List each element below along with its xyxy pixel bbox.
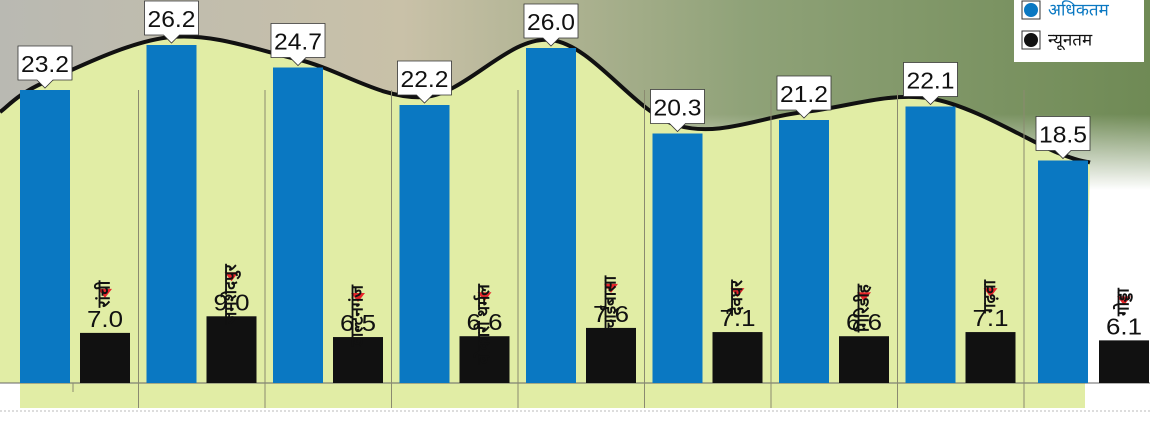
max-value-label: 26.2 [148, 6, 196, 32]
min-bar [1099, 340, 1149, 383]
max-value-label: 23.2 [21, 51, 69, 77]
min-bar [713, 332, 763, 383]
max-bar [906, 107, 956, 384]
min-value-label: 7.0 [87, 306, 123, 332]
legend-label: अधिकतम [1048, 0, 1110, 19]
max-bar [653, 134, 703, 384]
max-value-label: 21.2 [780, 81, 828, 107]
min-bar [80, 333, 130, 383]
legend-marker [1024, 33, 1038, 47]
max-bar [526, 48, 576, 383]
legend-marker [1024, 3, 1038, 17]
category-label: बोकारो थर्मल [473, 283, 493, 366]
category-label: देवघर [726, 279, 746, 317]
legend-label: न्यूनतम [1048, 30, 1093, 50]
min-bar [839, 336, 889, 383]
max-bar [273, 68, 323, 384]
max-bar [20, 90, 70, 383]
max-value-label: 22.2 [401, 66, 449, 92]
category-label: रांची [93, 280, 113, 308]
max-value-label: 24.7 [274, 29, 322, 55]
max-bar [779, 120, 829, 383]
category-label: जमशेदपुर [220, 263, 241, 325]
min-bar [966, 332, 1016, 383]
category-label: डाल्टनगंज [347, 284, 366, 347]
legend: अधिकतम न्यूनतम [1014, 0, 1144, 62]
category-label: गढ़वा [980, 279, 999, 314]
max-bar [1038, 161, 1088, 384]
category-label: गोड्डा [1112, 288, 1133, 317]
max-bar [400, 105, 450, 383]
min-bar [207, 316, 257, 383]
max-value-label: 22.1 [907, 68, 955, 94]
category-label: चाईबासा [599, 275, 619, 330]
max-value-label: 20.3 [654, 95, 702, 121]
max-bar [147, 45, 197, 383]
max-value-label: 26.0 [527, 9, 575, 35]
chart: 23.27.0रांची26.29.0जमशेदपुर24.76.5डाल्टन… [0, 0, 1150, 421]
category-label: गिरिडीह [852, 283, 872, 333]
max-value-label: 18.5 [1039, 122, 1087, 148]
min-bar [586, 328, 636, 383]
min-value-label: 6.1 [1106, 313, 1142, 339]
